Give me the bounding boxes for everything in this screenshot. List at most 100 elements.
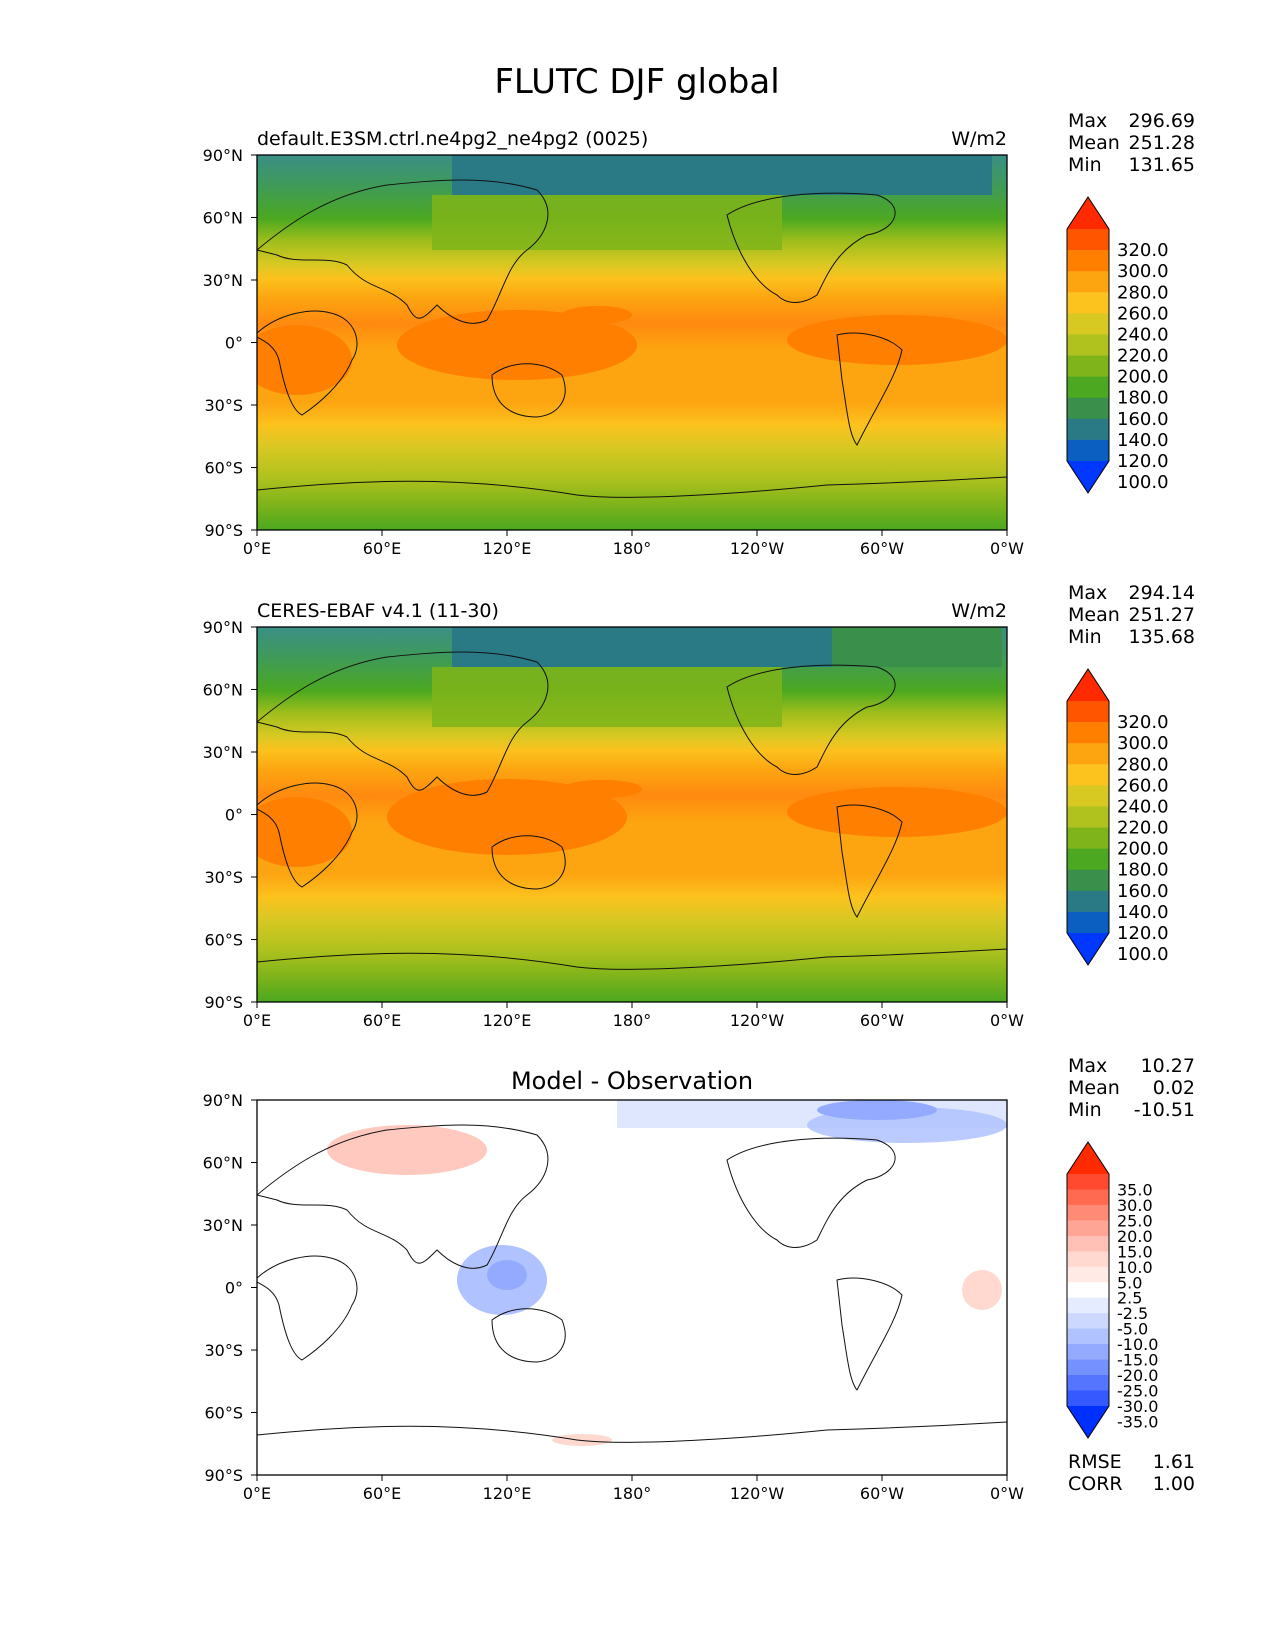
arctic-low-olr-region [452, 627, 832, 667]
arctic-low-olr-region [452, 155, 992, 195]
panel-units: W/m2 [951, 128, 1007, 150]
colorbar-tick-label: -25.0 [1117, 1382, 1158, 1401]
coastline-north-america [726, 664, 896, 775]
colorbar-segment [1067, 785, 1109, 807]
x-tick-label: 120°W [730, 1011, 785, 1030]
map-anomalies [327, 1100, 1007, 1446]
colorbar-segment [1067, 1328, 1109, 1345]
colorbar: 35.030.025.020.015.010.05.02.5-2.5-5.0-1… [1066, 1141, 1158, 1439]
panel-difference [257, 1100, 1007, 1475]
stat-label: Max [1068, 1055, 1107, 1077]
colorbar-extend-min [1067, 461, 1109, 493]
stat-value: 251.28 [1129, 132, 1195, 154]
colorbar-tick-label: 120.0 [1117, 923, 1169, 944]
colorbar-segment [1067, 334, 1109, 357]
colorbar-segment [1067, 418, 1109, 441]
stat-value: 135.68 [1129, 626, 1195, 648]
colorbar-outline [1066, 668, 1110, 966]
coastline-antarctica [257, 1421, 1007, 1443]
colorbar-segment [1067, 355, 1109, 378]
x-tick-label: 120°E [483, 1484, 532, 1503]
colorbar-outline [1066, 196, 1110, 494]
colorbar-tick-label: 240.0 [1117, 796, 1169, 817]
map-anomalies [257, 627, 1007, 867]
colorbar-segment [1067, 376, 1109, 399]
colorbar-tick-label: 140.0 [1117, 902, 1169, 923]
stat-value: -10.51 [1134, 1099, 1195, 1121]
atlantic-positive-anomaly [962, 1270, 1002, 1310]
maritime-continent-negative-core [487, 1260, 527, 1290]
y-tick-label: 60°S [204, 459, 243, 478]
coastline-antarctica [257, 948, 1007, 970]
stat-label: CORR [1068, 1473, 1123, 1495]
coastline-africa [257, 310, 358, 416]
warm-pool-region [397, 310, 637, 380]
colorbar-segment [1067, 1297, 1109, 1314]
east-pacific-region [787, 315, 1007, 365]
colorbar-segment [1067, 1390, 1109, 1407]
colorbar-segment [1067, 271, 1109, 293]
x-tick-label: 0°E [243, 539, 271, 558]
y-tick-label: 90°S [204, 993, 243, 1012]
stat-value: 1.61 [1153, 1451, 1195, 1473]
warm-pool-region [387, 779, 627, 855]
colorbar-tick-label: 300.0 [1117, 733, 1169, 754]
colorbar-tick-label: 2.5 [1117, 1289, 1142, 1308]
siberia-low-olr-region [432, 667, 782, 727]
colorbar-tick-label: -5.0 [1117, 1320, 1148, 1339]
east-pacific-region [787, 787, 1007, 837]
stat-value: 0.02 [1153, 1077, 1195, 1099]
x-tick-label: 0°E [243, 1011, 271, 1030]
x-tick-label: 60°W [860, 539, 904, 558]
colorbar-tick-label: 220.0 [1117, 346, 1169, 367]
colorbar-segment [1067, 1204, 1109, 1221]
y-tick-label: 30°S [204, 868, 243, 887]
stat-value: 296.69 [1129, 110, 1195, 132]
stat-label: Mean [1068, 132, 1120, 154]
map-anomalies [257, 155, 1007, 395]
stat-label: Max [1068, 582, 1107, 604]
stat-label: Mean [1068, 1077, 1120, 1099]
colorbar-segment [1067, 439, 1109, 462]
colorbar-segment [1067, 313, 1109, 335]
colorbar-segment [1067, 1375, 1109, 1392]
colorbar-segment [1067, 743, 1109, 765]
coastline-north-america [726, 1137, 896, 1248]
y-tick-label: 90°N [203, 618, 243, 637]
colorbar-tick-label: 100.0 [1117, 944, 1169, 965]
stat-value: 1.00 [1153, 1473, 1195, 1495]
coastlines [257, 179, 1007, 498]
colorbar-segment [1067, 1282, 1109, 1299]
y-tick-label: 30°N [203, 1216, 243, 1235]
panel-units: W/m2 [951, 600, 1007, 622]
colorbar-tick-label: 180.0 [1117, 388, 1169, 409]
stat-value: 10.27 [1141, 1055, 1195, 1077]
colorbar-extend-max [1067, 669, 1109, 701]
colorbar-segment [1067, 764, 1109, 786]
coastline-eurasia [257, 1124, 549, 1269]
colorbar-tick-label: 5.0 [1117, 1273, 1142, 1292]
y-tick-label: 60°S [204, 931, 243, 950]
y-tick-label: 30°S [204, 1341, 243, 1360]
figure-title: FLUTC DJF global [494, 62, 779, 102]
stat-label: RMSE [1068, 1451, 1122, 1473]
colorbar-tick-label: 240.0 [1117, 324, 1169, 345]
colorbar-segment [1067, 1174, 1109, 1190]
colorbar-tick-label: -15.0 [1117, 1351, 1158, 1370]
panel-title: CERES-EBAF v4.1 (11-30) [257, 600, 499, 622]
colorbar-segment [1067, 229, 1109, 251]
colorbar: 320.0300.0280.0260.0240.0220.0200.0180.0… [1066, 668, 1169, 966]
coastline-australia [491, 1308, 566, 1363]
colorbar-tick-label: 280.0 [1117, 282, 1169, 303]
colorbar-segment [1067, 1189, 1109, 1206]
x-tick-label: 60°W [860, 1484, 904, 1503]
x-tick-label: 60°E [363, 1011, 401, 1030]
colorbar-extend-min [1067, 933, 1109, 965]
y-tick-label: 0° [225, 334, 243, 353]
panel-overlay-0: default.E3SM.ctrl.ne4pg2_ne4pg2 (0025) W/… [203, 110, 1195, 558]
colorbar-tick-label: -30.0 [1117, 1397, 1158, 1416]
colorbar-tick-label: -35.0 [1117, 1412, 1158, 1431]
colorbar-segment [1067, 701, 1109, 723]
x-tick-label: 180° [613, 539, 652, 558]
colorbar-tick-label: 140.0 [1117, 430, 1169, 451]
